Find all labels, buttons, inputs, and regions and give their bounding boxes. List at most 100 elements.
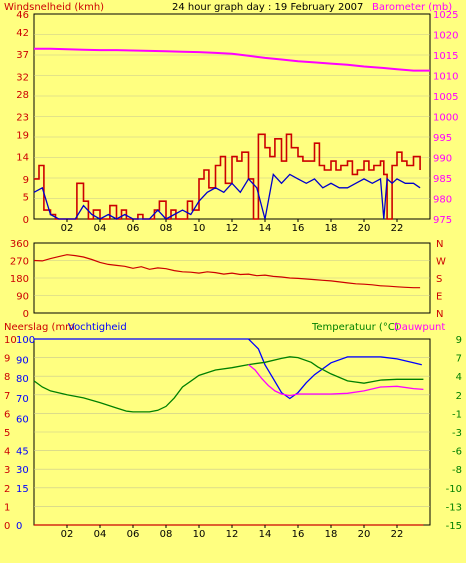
compass-label: S bbox=[436, 274, 442, 285]
wind-baro-ticks: 9759809859909951000100510101015102010250… bbox=[16, 10, 458, 234]
humidity-temp-series bbox=[33, 338, 424, 526]
x-tick-label: 10 bbox=[193, 529, 206, 540]
direction-tick-label: 270 bbox=[10, 257, 29, 268]
compass-label: N bbox=[436, 309, 443, 320]
wind-tick-label: 28 bbox=[16, 90, 29, 101]
wind-average-line bbox=[33, 173, 421, 220]
humidity-tick-label: 80 bbox=[16, 374, 29, 385]
direction-tick-label: 90 bbox=[16, 292, 29, 303]
humidity-temp-ticks: 9742-1-3-6-8-10-13-150123456789100153045… bbox=[4, 335, 462, 540]
temperature-tick-label: 7 bbox=[456, 354, 462, 365]
wind-tick-label: 19 bbox=[16, 130, 29, 141]
temperature-axis-label: Temperatuur (°C) bbox=[311, 322, 399, 333]
x-tick-label: 14 bbox=[259, 529, 272, 540]
temperature-tick-label: -3 bbox=[452, 428, 462, 439]
humidity-axis-label: Vochtigheid bbox=[68, 322, 127, 333]
humidity-tick-label: 70 bbox=[16, 394, 29, 405]
wind-baro-panel: 9759809859909951000100510101015102010250… bbox=[16, 10, 458, 234]
temperature-tick-label: -1 bbox=[452, 409, 462, 420]
compass-label: E bbox=[436, 292, 442, 303]
x-tick-label: 12 bbox=[226, 223, 239, 234]
dewpoint-axis-label: Dauwpunt bbox=[394, 322, 445, 333]
humidity-tick-label: 15 bbox=[16, 484, 29, 495]
temperature-tick-label: -6 bbox=[452, 447, 462, 458]
precip-tick-label: 4 bbox=[4, 447, 10, 458]
wind-tick-label: 32 bbox=[16, 72, 29, 83]
humidity-tick-label: 30 bbox=[16, 465, 29, 476]
precip-tick-label: 1 bbox=[4, 502, 10, 513]
x-tick-label: 04 bbox=[94, 223, 107, 234]
precip-tick-label: 5 bbox=[4, 428, 10, 439]
precip-tick-label: 6 bbox=[4, 409, 10, 420]
direction-tick-label: 0 bbox=[23, 309, 29, 320]
humidity-tick-label: 90 bbox=[16, 356, 29, 367]
precip-tick-label: 2 bbox=[4, 484, 10, 495]
wind-tick-label: 0 bbox=[23, 215, 29, 226]
precip-tick-label: 9 bbox=[4, 354, 10, 365]
humidity-tick-label: 100 bbox=[16, 335, 35, 346]
wind-axis-label: Windsnelheid (kmh) bbox=[4, 2, 104, 13]
wind-baro-series bbox=[33, 47, 430, 220]
dewpoint-line bbox=[248, 364, 424, 397]
temperature-tick-label: 9 bbox=[456, 335, 462, 346]
x-tick-label: 18 bbox=[325, 223, 338, 234]
x-tick-label: 20 bbox=[358, 223, 371, 234]
x-tick-label: 08 bbox=[160, 529, 173, 540]
precip-tick-label: 0 bbox=[4, 521, 10, 532]
x-tick-label: 12 bbox=[226, 529, 239, 540]
wind-tick-label: 23 bbox=[16, 113, 29, 124]
barometer-tick-label: 985 bbox=[433, 174, 452, 185]
wind-tick-label: 42 bbox=[16, 28, 29, 39]
precip-tick-label: 8 bbox=[4, 372, 10, 383]
humidity-tick-label: 60 bbox=[16, 414, 29, 425]
temperature-tick-label: -10 bbox=[446, 484, 462, 495]
x-tick-label: 20 bbox=[358, 529, 371, 540]
compass-label: N bbox=[436, 239, 443, 250]
direction-tick-label: 360 bbox=[10, 239, 29, 250]
x-tick-label: 16 bbox=[292, 529, 305, 540]
temperature-line bbox=[33, 356, 424, 413]
wind-direction-grid bbox=[34, 260, 430, 296]
x-tick-label: 14 bbox=[259, 223, 272, 234]
wind-tick-label: 5 bbox=[23, 193, 29, 204]
temperature-tick-label: -15 bbox=[446, 521, 462, 532]
humidity-temp-grid bbox=[34, 357, 430, 507]
barometer-tick-label: 1010 bbox=[433, 72, 458, 83]
temperature-tick-label: 2 bbox=[456, 391, 462, 402]
chart-title: 24 hour graph day : 19 February 2007 bbox=[172, 2, 363, 13]
x-tick-label: 06 bbox=[127, 223, 140, 234]
humidity-line bbox=[34, 338, 422, 400]
barometer-tick-label: 1000 bbox=[433, 113, 458, 124]
wind-gust-line bbox=[34, 133, 421, 220]
barometer-axis-label: Barometer (mb) bbox=[372, 2, 452, 13]
wind-direction-series bbox=[33, 254, 421, 289]
wind-tick-label: 14 bbox=[16, 153, 29, 164]
barometer-tick-label: 1020 bbox=[433, 31, 458, 42]
precip-tick-label: 3 bbox=[4, 465, 10, 476]
temperature-tick-label: -8 bbox=[452, 465, 462, 476]
x-tick-label: 22 bbox=[391, 529, 404, 540]
wind-tick-label: 37 bbox=[16, 50, 29, 61]
x-tick-label: 02 bbox=[61, 529, 74, 540]
wind-baro-grid bbox=[34, 34, 430, 199]
barometer-tick-label: 990 bbox=[433, 154, 452, 165]
precip-axis-label: Neerslag (mm bbox=[4, 322, 75, 333]
barometer-tick-label: 1005 bbox=[433, 92, 458, 103]
humidity-temp-panel: 9742-1-3-6-8-10-13-150123456789100153045… bbox=[4, 335, 462, 540]
barometer-tick-label: 995 bbox=[433, 133, 452, 144]
x-tick-label: 08 bbox=[160, 223, 173, 234]
wind-direction-line bbox=[33, 254, 421, 289]
x-tick-label: 02 bbox=[61, 223, 74, 234]
x-tick-label: 10 bbox=[193, 223, 206, 234]
x-tick-label: 16 bbox=[292, 223, 305, 234]
compass-label: W bbox=[436, 257, 446, 268]
direction-tick-label: 180 bbox=[10, 274, 29, 285]
temperature-tick-label: -13 bbox=[446, 502, 462, 513]
humidity-tick-label: 45 bbox=[16, 447, 29, 458]
barometer-tick-label: 975 bbox=[433, 215, 452, 226]
wind-tick-label: 46 bbox=[16, 10, 29, 21]
wind-tick-label: 9 bbox=[23, 175, 29, 186]
